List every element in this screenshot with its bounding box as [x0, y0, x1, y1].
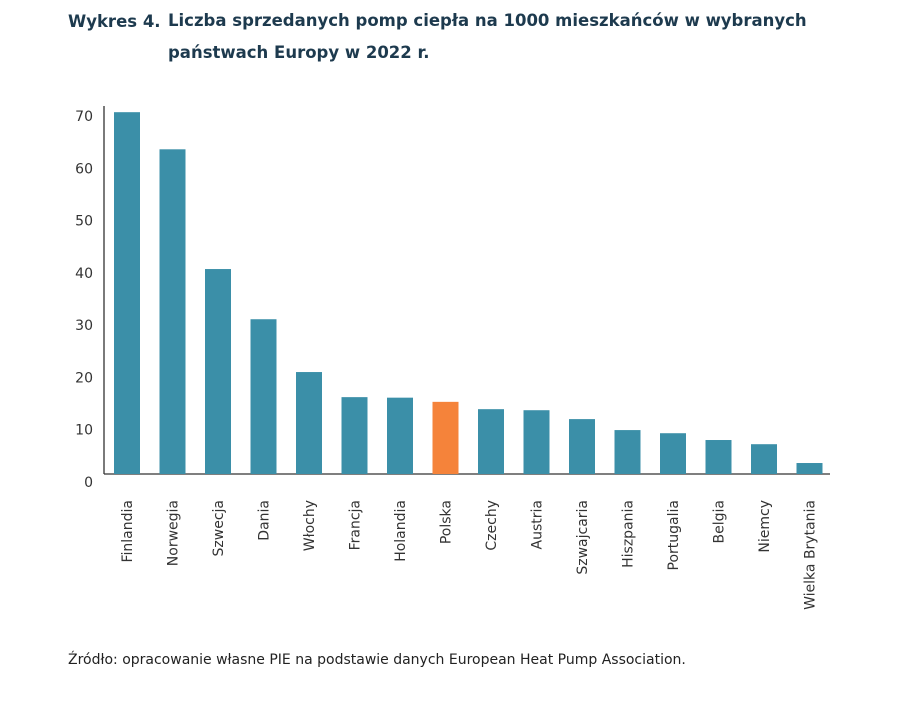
source-note: Źródło: opracowanie własne PIE na podsta…	[68, 652, 686, 668]
bar-belgia	[705, 440, 732, 474]
bar-austria	[523, 410, 550, 474]
y-tick-label: 40	[75, 266, 93, 282]
bar-szwecja	[205, 269, 231, 474]
y-tick-label: 30	[75, 318, 93, 334]
bar-hiszpania	[614, 430, 641, 474]
bar-portugalia	[660, 433, 686, 474]
bar-włochy	[296, 372, 322, 474]
chart-title: Liczba sprzedanych pomp ciepła na 1000 m…	[168, 11, 807, 62]
x-tick-label: Belgia	[712, 500, 728, 543]
x-tick-label: Wielka Brytania	[803, 500, 819, 610]
bar-chart: 0 10 20 30 40 50 60 70 Finlandia Norwegia Szwecja D…	[75, 106, 830, 610]
bar-francja	[341, 397, 368, 474]
x-tick-label: Czechy	[484, 500, 500, 551]
x-tick-label: Włochy	[302, 500, 318, 551]
bar-holandia	[387, 397, 413, 474]
x-tick-label: Szwajcaria	[575, 500, 591, 575]
x-tick-label: Portugalia	[666, 500, 682, 570]
y-tick-label: 10	[75, 423, 93, 439]
y-tick-label: 60	[75, 161, 93, 177]
bar-wielka-brytania	[796, 463, 823, 474]
x-tick-label: Hiszpania	[621, 500, 637, 568]
bar-niemcy	[751, 444, 777, 474]
x-tick-label: Francja	[348, 500, 364, 550]
bar-norwegia	[159, 149, 186, 474]
bar-czechy	[478, 409, 504, 474]
y-tick-label: 70	[75, 109, 93, 125]
x-tick-label: Norwegia	[166, 500, 182, 566]
bar-polska	[432, 401, 459, 474]
x-tick-label: Holandia	[393, 500, 409, 562]
x-tick-label: Dania	[257, 500, 273, 541]
x-tick-label: Polska	[439, 500, 455, 544]
x-tick-label: Finlandia	[120, 500, 136, 563]
y-tick-label: 50	[75, 214, 93, 230]
y-tick-label: 0	[84, 475, 93, 491]
x-tick-label: Szwecja	[211, 500, 227, 556]
x-tick-label: Austria	[530, 500, 546, 549]
bar-szwajcaria	[569, 419, 595, 474]
y-tick-label: 20	[75, 370, 93, 386]
x-tick-label: Niemcy	[757, 500, 773, 553]
bar-dania	[250, 319, 277, 474]
figure-label: Wykres 4.	[68, 12, 161, 31]
bar-finlandia	[114, 112, 140, 474]
